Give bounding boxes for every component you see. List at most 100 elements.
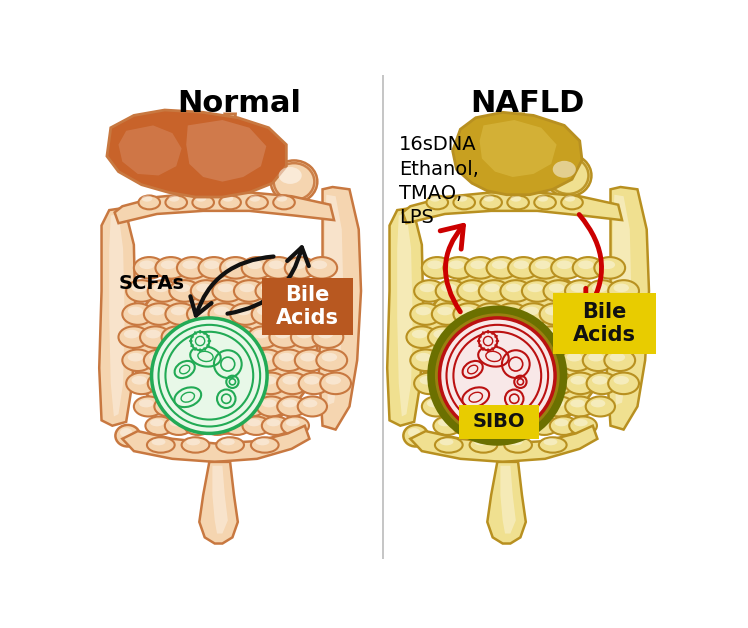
Ellipse shape: [221, 399, 236, 408]
Ellipse shape: [191, 372, 221, 394]
Ellipse shape: [295, 349, 325, 371]
Ellipse shape: [536, 327, 566, 348]
Text: 16sDNA
Ethanol,
TMAO,
LPS: 16sDNA Ethanol, TMAO, LPS: [399, 136, 479, 227]
Ellipse shape: [588, 353, 604, 362]
Ellipse shape: [300, 353, 316, 362]
Ellipse shape: [562, 330, 578, 338]
Ellipse shape: [175, 376, 190, 384]
Ellipse shape: [282, 399, 297, 408]
Ellipse shape: [138, 195, 160, 209]
Ellipse shape: [262, 416, 289, 435]
Ellipse shape: [550, 416, 577, 435]
Ellipse shape: [227, 419, 242, 426]
Polygon shape: [186, 120, 266, 181]
Ellipse shape: [277, 372, 308, 394]
Ellipse shape: [441, 376, 456, 384]
Ellipse shape: [433, 416, 461, 435]
Ellipse shape: [545, 353, 560, 362]
Ellipse shape: [432, 349, 463, 371]
Ellipse shape: [613, 284, 629, 292]
Ellipse shape: [482, 331, 485, 335]
Ellipse shape: [545, 154, 592, 197]
Ellipse shape: [118, 327, 150, 348]
Ellipse shape: [144, 349, 175, 371]
Ellipse shape: [273, 195, 295, 209]
Ellipse shape: [539, 303, 571, 325]
Ellipse shape: [205, 327, 236, 348]
Ellipse shape: [154, 396, 183, 416]
Ellipse shape: [472, 416, 500, 435]
Ellipse shape: [186, 438, 200, 445]
Ellipse shape: [491, 331, 494, 335]
Ellipse shape: [510, 195, 521, 202]
Ellipse shape: [261, 376, 276, 384]
Ellipse shape: [236, 353, 251, 362]
Ellipse shape: [539, 437, 567, 453]
Ellipse shape: [553, 161, 576, 178]
Ellipse shape: [271, 160, 317, 203]
Ellipse shape: [256, 280, 286, 301]
Ellipse shape: [225, 261, 241, 269]
Ellipse shape: [569, 416, 597, 435]
Ellipse shape: [601, 327, 631, 348]
FancyArrowPatch shape: [441, 225, 464, 311]
Ellipse shape: [120, 428, 132, 437]
Ellipse shape: [180, 399, 194, 408]
Ellipse shape: [249, 195, 260, 202]
Ellipse shape: [447, 399, 462, 408]
Ellipse shape: [432, 303, 463, 325]
Ellipse shape: [583, 349, 613, 371]
Ellipse shape: [218, 376, 233, 384]
Ellipse shape: [544, 280, 574, 301]
Ellipse shape: [449, 261, 465, 269]
Ellipse shape: [550, 399, 565, 408]
Ellipse shape: [312, 261, 327, 269]
Ellipse shape: [212, 280, 243, 301]
Ellipse shape: [247, 261, 263, 269]
Ellipse shape: [586, 396, 615, 416]
FancyArrowPatch shape: [227, 247, 309, 313]
Circle shape: [483, 337, 493, 345]
Polygon shape: [411, 426, 598, 462]
Ellipse shape: [198, 257, 230, 279]
Ellipse shape: [565, 280, 596, 301]
Ellipse shape: [278, 396, 307, 416]
Ellipse shape: [141, 195, 153, 202]
Ellipse shape: [134, 257, 165, 279]
Ellipse shape: [494, 344, 498, 347]
Ellipse shape: [483, 195, 494, 202]
Ellipse shape: [539, 349, 571, 371]
Ellipse shape: [545, 306, 560, 315]
Ellipse shape: [251, 437, 278, 453]
Ellipse shape: [566, 306, 582, 315]
Ellipse shape: [453, 349, 484, 371]
Ellipse shape: [534, 195, 556, 209]
Polygon shape: [199, 462, 238, 543]
Ellipse shape: [524, 353, 539, 362]
Ellipse shape: [269, 327, 300, 348]
Ellipse shape: [320, 280, 351, 301]
Ellipse shape: [427, 261, 443, 269]
Ellipse shape: [247, 419, 261, 426]
Ellipse shape: [283, 284, 298, 292]
Ellipse shape: [549, 284, 564, 292]
Ellipse shape: [440, 438, 453, 445]
Ellipse shape: [153, 376, 168, 384]
Ellipse shape: [169, 280, 200, 301]
Ellipse shape: [273, 303, 304, 325]
Ellipse shape: [475, 349, 506, 371]
Ellipse shape: [145, 330, 161, 338]
Ellipse shape: [420, 264, 605, 433]
Ellipse shape: [322, 353, 337, 362]
Text: Bile
Acids: Bile Acids: [573, 302, 636, 345]
Ellipse shape: [221, 438, 235, 445]
Ellipse shape: [549, 376, 564, 384]
Ellipse shape: [435, 372, 467, 394]
Polygon shape: [487, 462, 526, 543]
Ellipse shape: [474, 438, 488, 445]
Ellipse shape: [574, 419, 588, 426]
Ellipse shape: [147, 437, 175, 453]
Ellipse shape: [182, 437, 209, 453]
Ellipse shape: [527, 284, 543, 292]
Ellipse shape: [522, 280, 553, 301]
